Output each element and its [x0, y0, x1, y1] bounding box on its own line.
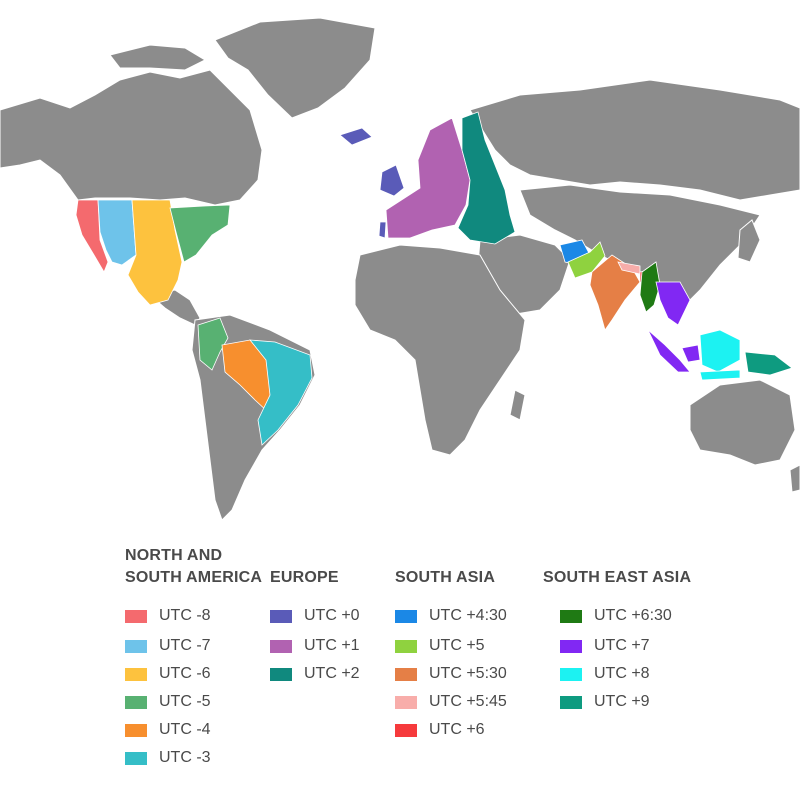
zone-utc-p630: [639, 261, 661, 313]
legend-title-south-asia: SOUTH ASIA: [395, 569, 496, 586]
legend-swatch: [125, 695, 147, 709]
legend-item: UTC +9: [560, 691, 650, 713]
legend-label: UTC +4:30: [429, 607, 507, 624]
legend-swatch: [270, 609, 292, 623]
greenland: [214, 17, 376, 119]
zone-utc-p8-islands: [699, 369, 741, 381]
zone-utc-p5: [567, 241, 606, 279]
legend-swatch: [560, 667, 582, 681]
legend-item: UTC +6: [395, 719, 485, 741]
legend-item: UTC +5:30: [395, 663, 507, 685]
zones-europe: [339, 111, 516, 245]
legend-label: UTC +9: [594, 693, 650, 710]
zone-utc-p2: [457, 111, 516, 245]
legend-column-americas: NORTH AND SOUTH AMERICA UTC -8 UTC -7 UT…: [125, 545, 263, 766]
zone-utc-p530: [589, 254, 641, 331]
zone-utc-m5-south: [197, 317, 229, 371]
legend-title-southeast-asia: SOUTH EAST ASIA: [543, 569, 692, 586]
legend-swatch: [270, 667, 292, 681]
legend-item: UTC -5: [125, 691, 211, 713]
arctic-islands: [109, 44, 207, 71]
zone-utc-m5: [169, 204, 231, 263]
legend-swatch: [125, 667, 147, 681]
legend-swatch: [270, 639, 292, 653]
legend-column-europe: EUROPE UTC +0 UTC +1 UTC +2: [270, 567, 360, 682]
world-map: [0, 17, 800, 521]
legend-swatch: [125, 639, 147, 653]
legend-swatch: [395, 639, 417, 653]
legend-label: UTC +5: [429, 637, 485, 654]
legend-label: UTC +8: [594, 665, 650, 682]
legend-label: UTC -6: [159, 665, 211, 682]
zone-utc-p9: [744, 351, 793, 376]
new-zealand: [789, 464, 800, 493]
legend-swatch: [560, 639, 582, 653]
legend-swatch: [560, 609, 582, 623]
legend-label: UTC -3: [159, 749, 211, 766]
legend-column-south-asia: SOUTH ASIA UTC +4:30 UTC +5 UTC +5:30 UT…: [395, 567, 507, 738]
canada-alaska: [0, 69, 263, 206]
legend-label: UTC +1: [304, 637, 360, 654]
legend-label: UTC +6: [429, 721, 485, 738]
legend-swatch: [560, 695, 582, 709]
legend-item: UTC -7: [125, 635, 211, 657]
legend-title-americas: NORTH AND SOUTH AMERICA: [125, 547, 263, 586]
land-base: [0, 17, 800, 521]
zone-utc-0-iceland: [339, 127, 373, 146]
legend-item: UTC -8: [125, 605, 211, 627]
legend-label: UTC -4: [159, 721, 211, 738]
legend-swatch: [395, 723, 417, 737]
zone-utc-p7-borneo: [681, 344, 701, 363]
legend-label: UTC -7: [159, 637, 211, 654]
legend-label: UTC -5: [159, 693, 211, 710]
zone-utc-p8: [699, 329, 741, 373]
zones-south-asia: [559, 239, 651, 331]
russia: [469, 79, 800, 201]
zones-southeast-asia: [639, 261, 793, 381]
legend-title-europe: EUROPE: [270, 569, 339, 586]
legend-item: UTC +6:30: [560, 605, 672, 627]
zone-utc-0-uk: [379, 164, 405, 197]
legend-label: UTC -8: [159, 607, 211, 624]
legend-item: UTC -6: [125, 663, 211, 685]
legend-item: UTC +2: [270, 663, 360, 685]
legend: NORTH AND SOUTH AMERICA UTC -8 UTC -7 UT…: [0, 545, 800, 795]
zone-utc-0-portugal: [378, 221, 387, 239]
legend-label: UTC +2: [304, 665, 360, 682]
legend-swatch: [125, 609, 147, 623]
legend-item: UTC +7: [560, 635, 650, 657]
legend-item: UTC +5:45: [395, 691, 507, 713]
legend-label: UTC +5:45: [429, 693, 507, 710]
zone-utc-p7-sumatra: [647, 329, 691, 373]
madagascar: [509, 389, 526, 421]
legend-item: UTC +8: [560, 663, 650, 685]
legend-item: UTC +5: [395, 635, 485, 657]
legend-label: UTC +7: [594, 637, 650, 654]
zones-americas: [75, 199, 313, 446]
legend-item: UTC +4:30: [395, 605, 507, 627]
zone-utc-m3: [249, 339, 313, 446]
legend-swatch: [125, 751, 147, 765]
japan: [737, 219, 761, 263]
legend-label: UTC +0: [304, 607, 360, 624]
legend-item: UTC -4: [125, 719, 211, 741]
legend-label: UTC +5:30: [429, 665, 507, 682]
legend-swatch: [395, 695, 417, 709]
legend-item: UTC -3: [125, 747, 211, 769]
legend-label: UTC +6:30: [594, 607, 672, 624]
legend-column-southeast-asia: SOUTH EAST ASIA UTC +6:30 UTC +7 UTC +8 …: [543, 567, 692, 710]
legend-swatch: [395, 667, 417, 681]
africa: [354, 244, 526, 456]
legend-item: UTC +0: [270, 605, 360, 627]
zone-utc-p7: [655, 281, 691, 326]
australia: [689, 379, 796, 466]
legend-item: UTC +1: [270, 635, 360, 657]
legend-swatch: [125, 723, 147, 737]
legend-swatch: [395, 609, 417, 623]
